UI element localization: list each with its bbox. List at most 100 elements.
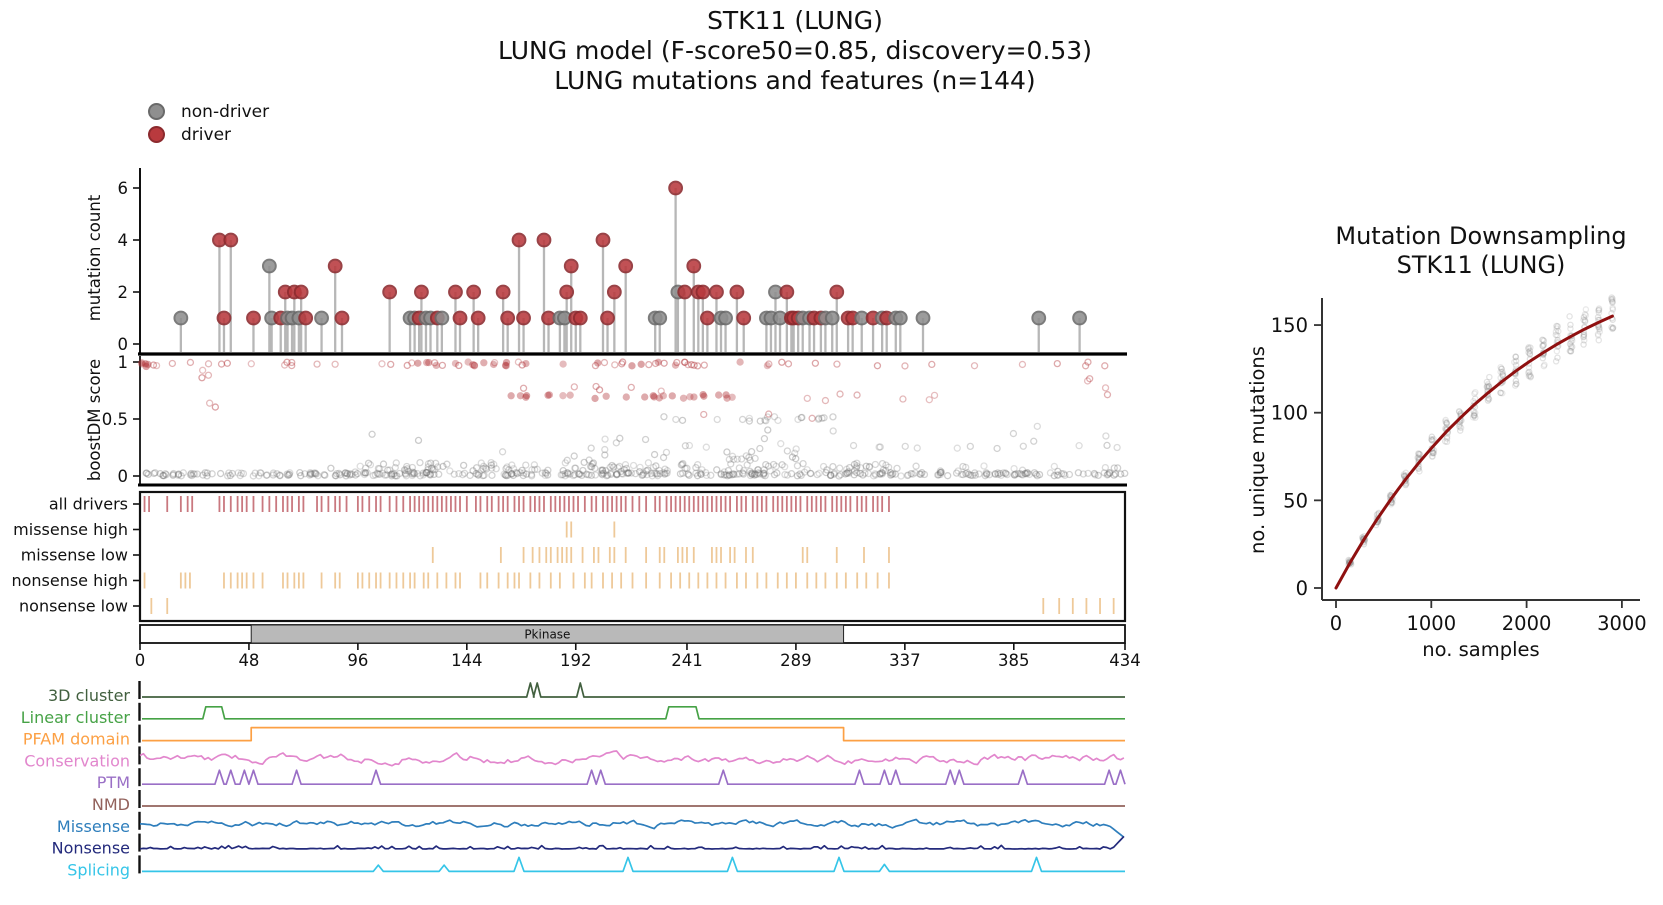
downsampling-xlabel: no. samples [1422,638,1539,661]
nondriver-lollipop [1072,310,1088,326]
title-line-2: LUNG model (F-score50=0.85, discovery=0.… [498,36,1092,65]
boostdm-points [138,358,1112,422]
driver-lollipop [495,284,511,300]
driver-lollipop [293,284,309,300]
driver-dot-icon [148,126,165,143]
driver-lollipop [414,284,429,300]
svg-text:144: 144 [451,651,483,670]
svg-text:150: 150 [1271,314,1308,337]
downsampling-curve [1334,314,1614,590]
feature-track-Missense: Missense [57,811,1125,838]
feature-track-label: Linear cluster [21,708,131,727]
svg-text:0: 0 [118,335,129,354]
nondriver-lollipop [314,310,329,326]
driver-lollipop [470,310,486,326]
feature-track-label: PTM [97,773,130,792]
nondriver-lollipop [652,310,668,326]
nondriver-lollipop [261,258,277,274]
nondriver-lollipop [915,310,931,326]
driver-lollipop [382,284,398,300]
feature-track-NMD: NMD [92,790,1125,814]
svg-text:0: 0 [1330,612,1342,635]
nondriver-lollipop [718,310,733,326]
feature-track-label: PFAM domain [23,730,130,749]
feature-track-label: NMD [92,795,130,814]
track-row-label: missense low [21,546,128,565]
title-line-1: STK11 (LUNG) [707,6,883,35]
driver-lollipop [516,310,531,326]
tick-tracks-panel [138,490,1127,623]
boostdm-panel: 0 0.5 1 boostDM score [85,353,1127,487]
feature-track-Linear-cluster: Linear cluster [21,702,1125,727]
feature-track-PTM: PTM [97,768,1126,792]
driver-lollipop [572,310,588,326]
legend-label-driver: driver [181,124,232,145]
nondriver-lollipop [173,310,189,326]
driver-lollipop [500,310,516,326]
svg-text:192: 192 [560,651,592,670]
nondriver-dot-icon [148,103,165,120]
figure-titles: STK11 (LUNG) LUNG model (F-score50=0.85,… [0,6,1590,96]
svg-text:1000: 1000 [1406,612,1456,635]
svg-text:337: 337 [889,651,921,670]
pkinase-domain-label: Pkinase [524,628,570,642]
svg-text:434: 434 [1109,651,1141,670]
svg-text:100: 100 [1271,402,1308,425]
downsampling-ylabel: no. unique mutations [1246,346,1269,554]
svg-text:0: 0 [1296,577,1308,600]
driver-lollipop [536,232,552,248]
lollipop-panel: 0 2 4 6 mutation count [85,168,1127,356]
svg-text:385: 385 [998,651,1030,670]
legend-label-nondriver: non-driver [181,101,270,122]
nondriver-lollipop [892,310,908,326]
driver-lollipop [677,284,693,300]
legend-item-driver: driver [148,123,269,146]
feature-track-PFAM-domain: PFAM domain [23,724,1125,749]
driver-lollipop [559,284,575,300]
driver-lollipop [448,284,463,300]
feature-track-label: Nonsense [52,839,130,858]
feature-track-label: Conservation [24,751,130,770]
downsampling-title-1: Mutation Downsampling [1335,222,1626,250]
track-row-nonsense-high: nonsense high [11,571,890,590]
track-row-label: nonsense low [19,597,128,616]
svg-text:2: 2 [118,283,129,302]
feature-track-label: 3D cluster [48,686,130,705]
svg-text:50: 50 [1283,489,1308,512]
driver-lollipop [298,310,314,326]
driver-lollipop [606,284,622,300]
svg-text:0: 0 [135,651,146,670]
track-row-nonsense-low: nonsense low [19,597,1115,616]
feature-track-Splicing: Splicing [67,855,1125,879]
driver-lollipop [334,310,350,326]
feature-track-label: Missense [57,817,130,836]
lollipop-ylabel: mutation count [85,194,104,321]
svg-text:0: 0 [118,467,129,486]
driver-lollipop [246,310,261,326]
boostdm-ylabel: boostDM score [85,359,104,481]
svg-text:2000: 2000 [1502,612,1552,635]
svg-text:289: 289 [780,651,812,670]
driver-lollipop [452,310,468,326]
driver-lollipop [729,284,745,300]
driver-lollipop [695,284,711,300]
nondriver-lollipop [434,310,450,326]
track-row-label: missense high [13,520,128,539]
driver-lollipop [595,232,611,248]
driver-lollipop [563,258,579,274]
driver-lollipop [709,284,724,300]
feature-track-Conservation: Conservation [24,746,1125,770]
driver-lollipop [618,258,634,274]
title-line-3: LUNG mutations and features (n=144) [554,66,1036,95]
feature-track-Nonsense: Nonsense [52,833,1125,858]
track-row-label: nonsense high [11,571,128,590]
driver-lollipop [466,284,482,300]
driver-lollipop [511,232,527,248]
svg-text:6: 6 [118,179,129,198]
svg-text:96: 96 [347,651,368,670]
track-row-all-drivers: all drivers [49,495,890,514]
boostdm-points [142,413,1129,480]
domain-bar: Pkinase [139,624,1126,644]
